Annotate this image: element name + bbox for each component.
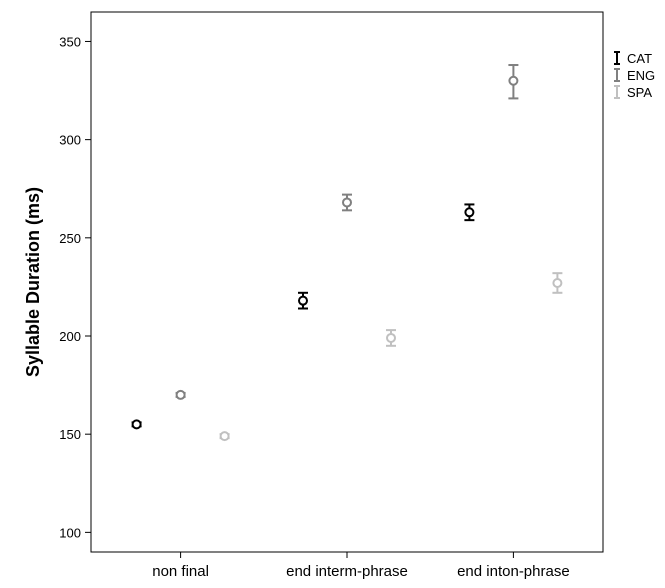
legend-item-cat: CAT xyxy=(614,51,652,66)
marker-cat-2 xyxy=(464,207,475,218)
point-cat-1 xyxy=(298,291,308,310)
marker-spa-0 xyxy=(219,431,230,442)
point-cat-2 xyxy=(464,203,475,222)
legend-label-spa: SPA xyxy=(627,85,652,100)
point-spa-0 xyxy=(219,431,230,442)
point-eng-0 xyxy=(175,389,186,400)
point-spa-2 xyxy=(552,272,563,294)
legend-label-cat: CAT xyxy=(627,51,652,66)
legend-label-eng: ENG xyxy=(627,68,655,83)
point-spa-1 xyxy=(386,329,396,347)
legend-item-spa: SPA xyxy=(614,85,652,100)
marker-spa-1 xyxy=(386,332,396,343)
marker-eng-0 xyxy=(175,389,186,400)
legend-item-eng: ENG xyxy=(614,68,655,83)
x-axis: non final end interm-phrase end inton-phra… xyxy=(152,552,570,580)
x-tick-label-1: end interm-phrase xyxy=(286,563,408,580)
y-tick-label-350: 350 xyxy=(59,34,81,49)
point-eng-1 xyxy=(342,193,352,212)
y-tick-label-300: 300 xyxy=(59,133,81,148)
y-tick-label-250: 250 xyxy=(59,231,81,246)
marker-eng-1 xyxy=(342,197,352,208)
y-tick-label-100: 100 xyxy=(59,525,81,540)
point-cat-0 xyxy=(131,419,142,430)
plot-frame xyxy=(90,11,604,553)
point-eng-2 xyxy=(508,64,519,100)
data-marks xyxy=(131,64,563,442)
marker-eng-2 xyxy=(508,75,519,86)
y-axis-title: Syllable Duration (ms) xyxy=(23,187,43,377)
legend: CAT ENG SPA xyxy=(614,51,655,100)
x-tick-label-2: end inton-phrase xyxy=(457,563,570,580)
marker-spa-2 xyxy=(552,277,563,288)
y-axis: 100 150 200 250 300 350 xyxy=(59,34,91,540)
y-tick-label-150: 150 xyxy=(59,427,81,442)
marker-cat-1 xyxy=(298,295,308,306)
marker-cat-0 xyxy=(131,419,142,430)
x-tick-label-0: non final xyxy=(152,563,209,580)
y-tick-label-200: 200 xyxy=(59,329,81,344)
